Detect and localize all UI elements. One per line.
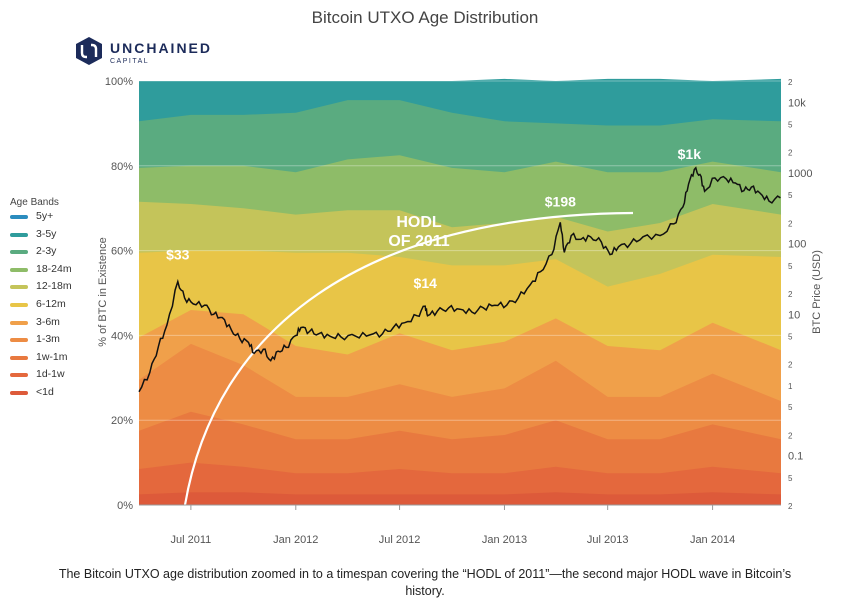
y2-tick-label: 0.1 xyxy=(788,451,803,463)
legend-item[interactable]: 3-5y xyxy=(10,228,100,246)
y2-axis-title: BTC Price (USD) xyxy=(811,250,823,334)
legend-label: <1d xyxy=(36,385,54,398)
x-tick-label: Jul 2011 xyxy=(170,534,211,546)
annotation-label: $33 xyxy=(166,247,190,263)
legend-swatch xyxy=(10,285,28,290)
y2-tick-label: 2 xyxy=(788,149,793,158)
y-axis-title: % of BTC in Existence xyxy=(97,237,109,346)
legend-swatch xyxy=(10,390,28,395)
legend-title: Age Bands xyxy=(10,197,59,208)
legend-item[interactable]: 5y+ xyxy=(10,210,100,228)
y-axis-right: 2 5 0.1 2 5 1 2 5 10 2 5 100 2 5 1000 2 5 10k 2 xyxy=(788,78,812,511)
annotation-label: $198 xyxy=(545,194,576,210)
y2-tick-label: 5 xyxy=(788,262,793,271)
x-tick-label: Jan 2012 xyxy=(273,534,318,546)
y2-tick-label: 100 xyxy=(788,239,806,251)
annotation-label: $1k xyxy=(678,146,702,162)
hodl-arc xyxy=(183,211,634,506)
annotation-label: $14 xyxy=(414,275,438,291)
legend-label: 3-5y xyxy=(36,227,57,240)
legend-swatch xyxy=(10,355,28,360)
legend-item[interactable]: 1w-1m xyxy=(10,351,100,369)
legend: Age Bands 5y+ 3-5y 2-3y 18-24m 12-18m 6-12m 3-… xyxy=(10,197,100,404)
legend-swatch xyxy=(10,250,28,255)
x-axis: Jul 2011 Jan 2012 Jul 2012 Jan 2013 Jul 2013… xyxy=(139,504,781,546)
hodl-label-line2: OF 2011 xyxy=(388,233,449,250)
y2-tick-label: 10 xyxy=(788,309,800,321)
logo-subtitle: CAPITAL xyxy=(110,58,150,65)
y-tick-label: 40% xyxy=(111,330,133,342)
legend-item[interactable]: 18-24m xyxy=(10,263,100,281)
legend-swatch xyxy=(10,373,28,378)
figure-caption: The Bitcoin UTXO age distribution zoomed… xyxy=(58,567,792,598)
y2-tick-label: 2 xyxy=(788,502,793,511)
x-tick-label: Jan 2013 xyxy=(482,534,527,546)
legend-swatch xyxy=(10,320,28,325)
legend-item[interactable]: 6-12m xyxy=(10,298,100,316)
legend-item[interactable]: 1-3m xyxy=(10,333,100,351)
legend-swatch xyxy=(10,215,28,219)
y-axis-left: 0% 20% 40% 60% 80% 100% xyxy=(105,76,133,512)
hodl-label: HODL xyxy=(396,214,442,231)
hodl-arc-curve xyxy=(183,211,634,506)
legend-item[interactable]: 2-3y xyxy=(10,245,100,263)
legend-label: 1-3m xyxy=(36,333,60,346)
y2-tick-label: 1000 xyxy=(788,168,812,180)
chart-area: 0% 20% 40% 60% 80% 100% 2 5 0.1 2 5 1 2 5 10 2 5 100 2 5 10… xyxy=(97,76,823,546)
legend-swatch xyxy=(10,338,28,343)
legend-item[interactable]: 12-18m xyxy=(10,280,100,298)
legend-item[interactable]: 3-6m xyxy=(10,316,100,334)
legend-swatch xyxy=(10,267,28,272)
y2-tick-label: 10k xyxy=(788,97,806,109)
y2-tick-label: 5 xyxy=(788,333,793,342)
btc-price-line xyxy=(138,166,781,393)
legend-label: 6-12m xyxy=(36,297,66,310)
legend-label: 5y+ xyxy=(36,210,54,222)
y2-tick-label: 2 xyxy=(788,219,793,228)
x-tick-label: Jul 2013 xyxy=(587,534,629,546)
y2-tick-label: 5 xyxy=(788,403,793,412)
legend-swatch xyxy=(10,232,28,237)
y-tick-label: 100% xyxy=(105,76,133,88)
legend-label: 1w-1m xyxy=(36,350,68,363)
y2-tick-label: 2 xyxy=(788,361,793,370)
y2-tick-label: 5 xyxy=(788,191,793,200)
y2-tick-label: 5 xyxy=(788,474,793,483)
legend-item[interactable]: <1d xyxy=(10,386,100,404)
unchained-logo-icon xyxy=(76,37,102,65)
legend-label: 1d-1w xyxy=(36,368,65,381)
y2-tick-label: 5 xyxy=(788,121,793,130)
legend-label: 2-3y xyxy=(36,245,57,258)
logo-name: UNCHAINED xyxy=(110,40,212,56)
age-band-areas xyxy=(139,78,781,506)
y-tick-label: 20% xyxy=(111,415,133,427)
annotations: $33 $14 $198 $1k HODL OF 2011 xyxy=(166,146,701,291)
area--1d xyxy=(139,492,781,505)
y-tick-label: 60% xyxy=(111,246,133,258)
y2-tick-label: 2 xyxy=(788,431,793,440)
legend-label: 3-6m xyxy=(36,315,60,328)
price-line xyxy=(138,166,781,393)
legend-label: 18-24m xyxy=(36,262,72,275)
legend-item[interactable]: 1d-1w xyxy=(10,368,100,386)
legend-swatch xyxy=(10,302,28,307)
legend-label: 12-18m xyxy=(36,280,72,293)
y-tick-label: 0% xyxy=(117,500,133,512)
x-tick-label: Jul 2012 xyxy=(379,534,421,546)
y2-tick-label: 1 xyxy=(788,382,793,391)
x-tick-label: Jan 2014 xyxy=(690,534,735,546)
chart-title: Bitcoin UTXO Age Distribution xyxy=(311,8,539,27)
y2-tick-label: 2 xyxy=(788,78,793,87)
y-tick-label: 80% xyxy=(111,161,133,173)
unchained-logo: UNCHAINED CAPITAL xyxy=(74,36,214,70)
y2-tick-label: 2 xyxy=(788,290,793,299)
